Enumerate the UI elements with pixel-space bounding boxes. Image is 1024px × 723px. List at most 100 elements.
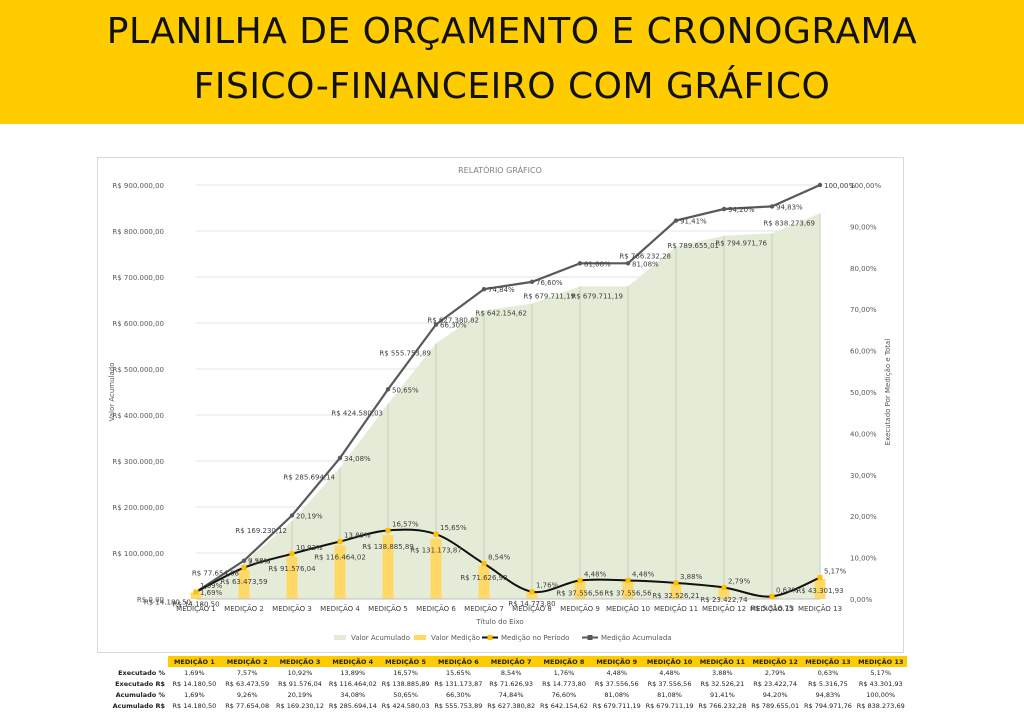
- table-row: Acumulado % 1,69% 9,26% 20,19% 34,08% 50,65% 6…: [97, 689, 907, 700]
- measurement-value-label: R$ 63.473,59: [220, 578, 267, 586]
- period-marker: [721, 584, 727, 590]
- table-cell: R$ 63.473,59: [225, 679, 270, 688]
- period-marker: [529, 589, 535, 595]
- accumulated-marker: [241, 558, 247, 563]
- table-cell: 94,83%: [815, 690, 841, 699]
- x-tick-label: MEDIÇÃO 2: [224, 604, 264, 613]
- measurement-value-label: R$ 32.526,21: [652, 592, 699, 600]
- y-tick-label: R$ 0,00: [137, 596, 164, 604]
- accumulated-percent-label: 100,00%: [824, 182, 855, 190]
- table-cell: 76,60%: [551, 690, 577, 699]
- table-row: Executado R$ R$ 14.180,50 R$ 63.473,59 R$ 9…: [97, 678, 907, 689]
- table-row-label: Executado R$: [115, 679, 165, 688]
- table-cell: 94,20%: [762, 690, 788, 699]
- y2-tick-label: 60,00%: [850, 348, 877, 356]
- period-percent-label: 2,79%: [728, 577, 751, 585]
- period-marker: [337, 538, 343, 544]
- period-marker: [193, 589, 199, 595]
- measurement-bar: [718, 588, 730, 599]
- legend-entry: Medição Acumulada: [601, 634, 672, 642]
- table-cell: 100,00%: [866, 690, 896, 699]
- accumulated-percent-label: 94,83%: [776, 203, 803, 211]
- table-header-cell: MEDIÇÃO 13: [801, 656, 855, 667]
- legend-entry: Valor Acumulado: [351, 634, 410, 642]
- period-percent-label: 10,92%: [296, 544, 323, 552]
- table-cell: 1,76%: [553, 668, 575, 677]
- y2-tick-label: 0,00%: [850, 596, 873, 604]
- accumulated-value-label: R$ 77.654,08: [192, 569, 239, 577]
- accumulated-value-label: R$ 555.753,89: [379, 349, 431, 357]
- period-marker: [673, 580, 679, 586]
- table-cell: 74,84%: [498, 690, 524, 699]
- measurement-value-label: R$ 14.773,80: [508, 600, 555, 608]
- table-cell: R$ 32.526,21: [700, 679, 745, 688]
- table-row: Acumulado R$ R$ 14.180,50 R$ 77.654,08 R$ 1…: [97, 700, 907, 711]
- measurement-bar: [382, 535, 394, 599]
- accumulated-area: [196, 213, 820, 599]
- table-cell: R$ 138.885,89: [381, 679, 430, 688]
- period-percent-label: 7,57%: [248, 558, 271, 566]
- measurement-value-label: R$ 71.626,93: [460, 574, 507, 582]
- x-tick-label: MEDIÇÃO 4: [320, 604, 360, 613]
- table-cell: R$ 116.464,02: [328, 679, 377, 688]
- table-header-cell: MEDIÇÃO 6: [431, 656, 485, 667]
- measurement-value-label: R$ 131.173,87: [410, 547, 462, 555]
- period-marker: [385, 527, 391, 533]
- accumulated-marker: [481, 286, 487, 292]
- accumulated-value-label: R$ 679.711,19: [523, 292, 575, 300]
- table-header-cell: MEDIÇÃO 10: [643, 656, 696, 667]
- measurement-value-label: R$ 23.422,74: [700, 596, 748, 604]
- table-cell: 34,08%: [340, 690, 366, 699]
- measurement-bar: [238, 569, 250, 599]
- table-cell: R$ 43.301,93: [858, 679, 903, 688]
- period-percent-label: 3,88%: [680, 573, 703, 581]
- table-cell: R$ 131.173,87: [434, 679, 483, 688]
- measurement-value-label: R$ 116.464,02: [314, 553, 366, 561]
- table-cell: 10,92%: [287, 668, 313, 677]
- measurement-value-label: R$ 5.316,75: [751, 605, 794, 613]
- accumulated-value-label: R$ 169.230,12: [235, 527, 287, 535]
- table-cell: 1,69%: [184, 690, 205, 699]
- table-cell: R$ 23.422,74: [753, 679, 798, 688]
- x-tick-label: MEDIÇÃO 11: [654, 604, 698, 613]
- y2-tick-label: 10,00%: [850, 555, 877, 563]
- y-tick-label: R$ 900.000,00: [112, 182, 164, 190]
- period-percent-label: 8,54%: [488, 554, 511, 562]
- measurement-bar: [286, 556, 298, 599]
- measurement-value-label: R$ 14.180,50: [172, 600, 219, 608]
- table-cell: 81,08%: [657, 690, 682, 699]
- accumulated-percent-label: 1,69%: [200, 589, 223, 597]
- period-marker: [481, 561, 487, 567]
- accumulated-percent-label: 76,60%: [536, 279, 563, 287]
- period-percent-label: 1,69%: [200, 582, 223, 590]
- table-cell: 16,57%: [393, 668, 418, 677]
- accumulated-marker: [529, 279, 535, 285]
- y2-tick-label: 70,00%: [850, 306, 877, 314]
- table-cell: R$ 37.556,56: [647, 679, 692, 688]
- measurement-table: MEDIÇÃO 1 MEDIÇÃO 2 MEDIÇÃO 3 MEDIÇÃO 4 MEDI…: [97, 656, 908, 711]
- y2-tick-label: 100,00%: [850, 182, 881, 190]
- x-tick-label: MEDIÇÃO 3: [272, 604, 312, 613]
- table-cell: 0,63%: [817, 668, 839, 677]
- period-marker: [241, 565, 247, 571]
- x-tick-label: MEDIÇÃO 1: [176, 604, 216, 613]
- table-header-cell: MEDIÇÃO 7: [484, 656, 538, 667]
- y-tick-label: R$ 800.000,00: [112, 228, 164, 236]
- table-cell: 91,41%: [709, 690, 735, 699]
- accumulated-percent-label: 34,08%: [344, 455, 371, 463]
- chart-panel: RELATÓRIO GRÁFICO R$ 0,00 R$ 100.000,00 R$ …: [97, 157, 904, 653]
- period-percent-label: 16,57%: [392, 520, 419, 528]
- banner-title-line-2: FISICO-FINANCEIRO COM GRÁFICO: [193, 66, 831, 107]
- accumulated-percent-label: 9,26%: [248, 558, 271, 566]
- x-tick-label: MEDIÇÃO 7: [464, 604, 504, 613]
- table-cell: R$ 285.694,14: [328, 701, 377, 710]
- accumulated-marker: [721, 206, 727, 212]
- table-cell: R$ 169.230,12: [276, 701, 324, 710]
- table-cell: R$ 789.655,01: [751, 701, 800, 710]
- x-tick-label: MEDIÇÃO 8: [512, 604, 552, 613]
- accumulated-value-label: R$ 794.971,76: [715, 239, 767, 247]
- table-header-cell: MEDIÇÃO 5: [379, 656, 432, 667]
- period-marker: [625, 577, 631, 583]
- title-banner: PLANILHA DE ORÇAMENTO E CRONOGRAMA FISIC…: [0, 0, 1024, 124]
- accumulated-value-label: R$ 424.580,03: [331, 410, 383, 418]
